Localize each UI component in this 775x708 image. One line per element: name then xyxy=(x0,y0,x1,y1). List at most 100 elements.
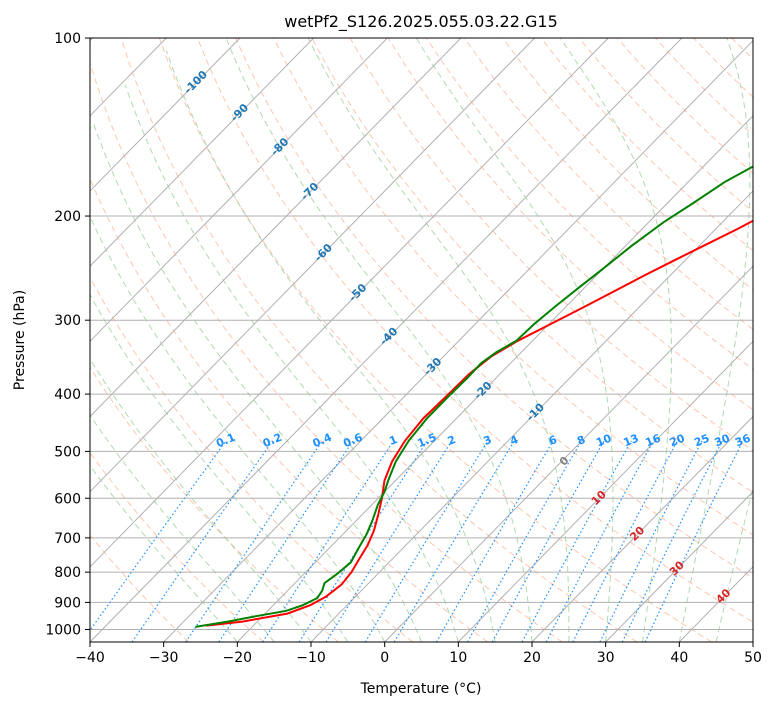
dry-adiabat-line xyxy=(158,38,712,642)
mixing-ratio-line xyxy=(621,440,723,642)
dry-adiabat-line xyxy=(235,38,753,579)
moist-adiabat-line xyxy=(678,38,751,642)
moist-adiabat-line xyxy=(124,84,459,642)
mixing-ratio-line xyxy=(325,440,453,642)
sounding-profiles xyxy=(195,165,753,628)
x-tick-label: 40 xyxy=(670,650,688,666)
mixing-ratio-label: 4 xyxy=(508,433,520,448)
moist-adiabat-line xyxy=(415,38,614,642)
y-tick-label: 700 xyxy=(54,531,81,547)
x-tick-label: −30 xyxy=(149,650,179,666)
dry-adiabat-line xyxy=(90,61,563,642)
isotherm-line xyxy=(90,38,535,493)
mixing-ratio-label: 1 xyxy=(387,433,399,448)
y-tick-label: 100 xyxy=(54,31,81,47)
mixing-ratio-label: 8 xyxy=(575,433,587,448)
dry-adiabat-line xyxy=(90,451,264,642)
dry-adiabat-line xyxy=(387,38,753,411)
isotherm-label: 0 xyxy=(557,454,572,469)
isotherm-line xyxy=(236,115,753,642)
y-tick-label: 300 xyxy=(54,313,81,329)
moist-adiabat-line xyxy=(165,50,496,642)
dry-adiabat-line xyxy=(90,366,339,642)
isotherm-line xyxy=(678,566,753,642)
plot-frame xyxy=(89,37,754,643)
dry-adiabat-line xyxy=(120,38,638,642)
mixing-ratio-label: 36 xyxy=(733,431,752,449)
mixing-ratio-line xyxy=(131,440,274,642)
isotherm-line xyxy=(310,190,753,642)
mixing-ratio-line xyxy=(364,440,489,642)
y-tick-label: 600 xyxy=(54,491,81,507)
mixing-ratio-line xyxy=(491,440,605,642)
line-labels: -100-90-80-70-60-50-40-30-20-10010203040… xyxy=(181,68,752,607)
dewpoint-line xyxy=(195,165,753,628)
y-tick-label: 900 xyxy=(54,595,81,611)
dry-adiabat-line xyxy=(273,38,753,536)
chart-title: wetPf2_S126.2025.055.03.22.G15 xyxy=(284,12,558,32)
moist-adiabat-line xyxy=(715,485,753,642)
y-tick-label: 200 xyxy=(54,209,81,225)
y-tick-label: 800 xyxy=(54,565,81,581)
mixing-ratio-label: 3 xyxy=(482,433,494,448)
y-tick-label: 500 xyxy=(54,444,81,460)
moist-adiabat-line xyxy=(559,38,672,642)
mixing-ratio-label: 2 xyxy=(446,433,458,448)
moist-adiabat-line xyxy=(90,215,386,642)
y-axis-ticks: 100 200 300 400 500 600 700 800 900 1000 xyxy=(45,31,90,638)
isotherm-line xyxy=(90,38,683,642)
isotherm-line xyxy=(605,490,753,642)
dry-adiabat-line xyxy=(90,534,190,642)
isotherm-line xyxy=(90,38,462,418)
dry-adiabat-line xyxy=(770,38,775,642)
x-tick-label: −10 xyxy=(296,650,326,666)
dry-adiabat-line xyxy=(90,177,488,642)
x-tick-label: 20 xyxy=(523,650,541,666)
mixing-ratio-line xyxy=(218,440,354,642)
moist-adiabat-line xyxy=(90,464,238,642)
y-axis-label: Pressure (hPa) xyxy=(12,290,28,390)
moist-adiabat-line xyxy=(307,38,570,642)
isotherm-line xyxy=(90,38,314,267)
x-tick-label: 50 xyxy=(744,650,762,666)
mixing-ratio-label: 13 xyxy=(622,432,641,450)
mixing-ratio-label: 10 xyxy=(594,431,613,449)
moist-adiabat-line xyxy=(90,414,275,642)
isotherm-line xyxy=(90,38,241,192)
mixing-ratio-line xyxy=(262,440,395,642)
mixing-ratio-label: 30 xyxy=(713,431,732,449)
x-tick-label: 0 xyxy=(380,650,389,666)
mixing-ratio-line xyxy=(298,440,428,642)
dry-adiabat-line xyxy=(311,38,753,494)
mixing-ratio-line xyxy=(185,440,323,642)
x-tick-label: 30 xyxy=(597,650,615,666)
mixing-ratio-line xyxy=(393,440,515,642)
mixing-ratio-label: 20 xyxy=(668,431,687,449)
dry-adiabat-line xyxy=(349,38,753,452)
x-axis-label: Temperature (°C) xyxy=(360,681,482,697)
mixing-ratio-line xyxy=(466,440,582,642)
isotherm-line xyxy=(90,38,609,568)
isotherm-line xyxy=(752,641,753,642)
mixing-ratio-label: 6 xyxy=(547,433,559,448)
mixing-ratio-label: 16 xyxy=(644,431,663,449)
dry-adiabat-line xyxy=(654,38,753,136)
moist-adiabat-line xyxy=(93,124,422,642)
isotherm-line xyxy=(163,39,753,642)
y-tick-label: 1000 xyxy=(45,622,81,638)
x-tick-label: −20 xyxy=(223,650,253,666)
moist-adiabat-line xyxy=(225,38,533,642)
mixing-ratio-label: 1.5 xyxy=(415,431,438,450)
dry-adiabat-line xyxy=(90,276,414,642)
mixing-ratio-label: 25 xyxy=(692,432,711,450)
mixing-ratio-label: 0.1 xyxy=(214,431,237,450)
mixing-ratio-label: 0.4 xyxy=(311,431,334,450)
isotherm-line xyxy=(384,265,753,642)
dry-adiabat-line xyxy=(196,38,753,623)
dry-adiabat-line xyxy=(616,38,753,175)
dry-adiabat-line xyxy=(425,38,753,370)
dry-adiabat-line xyxy=(502,38,753,291)
y-tick-label: 400 xyxy=(54,387,81,403)
x-tick-label: −40 xyxy=(75,650,105,666)
